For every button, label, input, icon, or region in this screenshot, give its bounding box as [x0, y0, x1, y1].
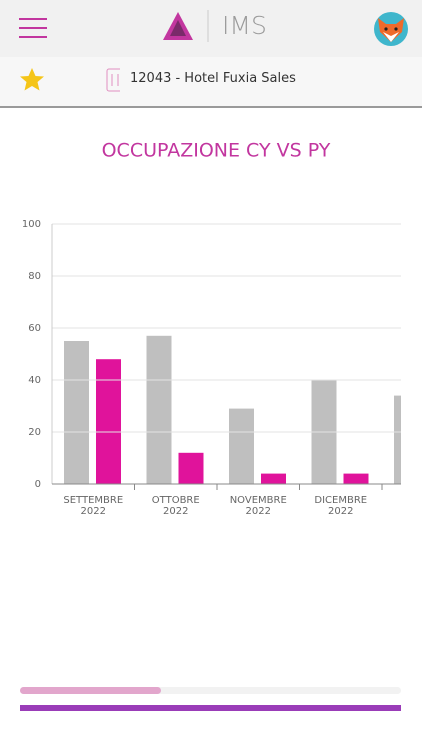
menu-button[interactable] — [19, 18, 47, 38]
chart-title: OCCUPAZIONE CY VS PY — [102, 140, 331, 162]
y-tick-label: 40 — [28, 375, 41, 386]
bar — [343, 473, 369, 484]
y-tick-label: 60 — [28, 323, 41, 334]
hotel-icons — [20, 68, 124, 92]
bar — [146, 335, 172, 484]
x-tick-label: NOVEMBRE 2022 — [229, 495, 287, 517]
bar — [229, 408, 254, 484]
bar — [178, 452, 204, 484]
top-bar: IMS — [0, 0, 422, 57]
x-tick-label: SETTEMBRE 2022 — [63, 495, 124, 517]
plot — [64, 335, 401, 484]
bar — [96, 359, 121, 484]
bar — [261, 473, 286, 484]
y-tick-label: 0 — [35, 479, 41, 490]
top-bar-icons — [19, 10, 408, 46]
progress-bar — [20, 705, 401, 711]
building-icon — [106, 68, 124, 92]
bar — [394, 395, 401, 484]
scroll-thumb[interactable] — [20, 687, 161, 694]
hotel-name[interactable]: 12043 - Hotel Fuxia Sales — [130, 71, 296, 86]
y-tick-label: 80 — [28, 271, 41, 282]
y-tick-label: 100 — [22, 219, 41, 230]
x-tick-label: DICEMBRE 2022 — [314, 495, 368, 517]
hotel-bar: 12043 - Hotel Fuxia Sales — [0, 57, 422, 108]
y-tick-label: 20 — [28, 427, 41, 438]
bar — [64, 341, 89, 484]
favorite-star[interactable] — [20, 68, 44, 91]
logo — [163, 10, 209, 42]
app-name: IMS — [222, 11, 267, 40]
avatar[interactable] — [374, 12, 408, 46]
x-tick-label: OTTOBRE 2022 — [151, 495, 200, 517]
